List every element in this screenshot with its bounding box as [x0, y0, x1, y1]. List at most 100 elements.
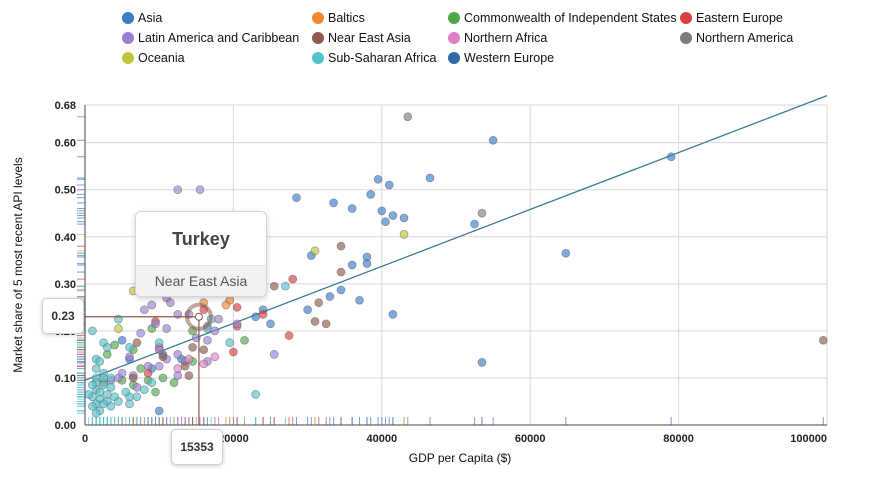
data-point-asia[interactable] [373, 175, 383, 184]
data-point-sub-saharan-africa[interactable] [88, 380, 97, 390]
data-point-sub-saharan-africa[interactable] [121, 387, 131, 397]
data-point-sub-saharan-africa[interactable] [84, 390, 94, 399]
data-point-near-east-asia[interactable] [321, 319, 331, 329]
data-point-sub-saharan-africa[interactable] [88, 326, 97, 336]
data-point-commonwealth-of-independent-states[interactable] [136, 364, 145, 373]
data-point-oceania[interactable] [399, 230, 409, 239]
data-point-asia[interactable] [154, 406, 164, 416]
data-point-sub-saharan-africa[interactable] [114, 397, 123, 406]
data-point-sub-saharan-africa[interactable] [95, 357, 105, 366]
data-point-latin-america-and-caribbean[interactable] [203, 335, 212, 345]
data-point-asia[interactable] [381, 217, 390, 227]
data-point-latin-america-and-caribbean[interactable] [165, 298, 175, 307]
data-point-commonwealth-of-independent-states[interactable] [158, 373, 168, 383]
data-point-sub-saharan-africa[interactable] [106, 383, 116, 392]
data-point-latin-america-and-caribbean[interactable] [232, 319, 242, 329]
data-point-sub-saharan-africa[interactable] [106, 373, 116, 383]
data-point-near-east-asia[interactable] [269, 281, 279, 291]
data-point-latin-america-and-caribbean[interactable] [195, 185, 205, 195]
data-point-near-east-asia[interactable] [199, 345, 209, 355]
data-point-latin-america-and-caribbean[interactable] [136, 328, 145, 338]
data-point-asia[interactable] [388, 211, 398, 220]
data-point-asia[interactable] [117, 335, 127, 345]
data-point-asia[interactable] [266, 319, 275, 329]
data-point-latin-america-and-caribbean[interactable] [140, 305, 149, 315]
data-point-latin-america-and-caribbean[interactable] [173, 185, 183, 195]
data-point-sub-saharan-africa[interactable] [125, 399, 134, 409]
data-point-northern-africa[interactable] [210, 352, 220, 362]
data-point-asia[interactable] [329, 198, 338, 208]
data-point-asia[interactable] [470, 219, 479, 229]
data-point-sub-saharan-africa[interactable] [91, 408, 101, 418]
data-point-near-east-asia[interactable] [310, 317, 320, 326]
data-point-commonwealth-of-independent-states[interactable] [240, 335, 249, 345]
data-point-latin-america-and-caribbean[interactable] [114, 373, 123, 383]
data-point-near-east-asia[interactable] [184, 371, 194, 380]
data-point-eastern-europe[interactable] [258, 310, 268, 319]
data-point-sub-saharan-africa[interactable] [91, 364, 101, 373]
data-point-eastern-europe[interactable] [284, 331, 294, 340]
legend-item-near-east-asia[interactable]: Near East Asia [312, 31, 411, 45]
data-point-northern-africa[interactable] [184, 354, 194, 364]
data-point-sub-saharan-africa[interactable] [106, 401, 116, 411]
data-point-asia[interactable] [399, 213, 409, 223]
legend-item-asia[interactable]: Asia [122, 11, 162, 25]
data-point-oceania[interactable] [114, 324, 123, 333]
data-point-northern-america[interactable] [403, 112, 413, 122]
data-point-asia[interactable] [366, 190, 376, 199]
legend-item-oceania[interactable]: Oceania [122, 51, 185, 65]
data-point-latin-america-and-caribbean[interactable] [143, 361, 153, 371]
data-point-near-east-asia[interactable] [314, 298, 324, 307]
data-point-commonwealth-of-independent-states[interactable] [110, 340, 120, 350]
data-point-northern-africa[interactable] [173, 364, 183, 373]
data-point-eastern-europe[interactable] [229, 347, 238, 357]
data-point-near-east-asia[interactable] [128, 373, 138, 383]
highlight-point[interactable] [194, 312, 203, 321]
legend-item-northern-america[interactable]: Northern America [680, 31, 793, 45]
legend-item-commonwealth-of-independent-states[interactable]: Commonwealth of Independent States [448, 11, 677, 25]
data-point-asia[interactable] [388, 310, 398, 319]
data-point-sub-saharan-africa[interactable] [125, 343, 134, 352]
data-point-asia[interactable] [488, 135, 498, 145]
data-point-near-east-asia[interactable] [336, 241, 346, 251]
data-point-near-east-asia[interactable] [158, 352, 168, 362]
legend-item-baltics[interactable]: Baltics [312, 11, 365, 25]
data-point-latin-america-and-caribbean[interactable] [191, 333, 201, 343]
legend-item-western-europe[interactable]: Western Europe [448, 51, 554, 65]
legend-item-sub-saharan-africa[interactable]: Sub-Saharan Africa [312, 51, 436, 65]
legend-item-northern-africa[interactable]: Northern Africa [448, 31, 547, 45]
data-point-latin-america-and-caribbean[interactable] [125, 352, 134, 362]
data-point-sub-saharan-africa[interactable] [99, 399, 108, 409]
data-point-latin-america-and-caribbean[interactable] [210, 326, 220, 336]
data-point-asia[interactable] [347, 204, 357, 213]
data-point-sub-saharan-africa[interactable] [132, 392, 142, 402]
data-point-latin-america-and-caribbean[interactable] [151, 319, 160, 329]
data-point-latin-america-and-caribbean[interactable] [214, 314, 223, 324]
data-point-asia[interactable] [251, 312, 261, 322]
data-point-asia[interactable] [384, 180, 394, 190]
data-point-commonwealth-of-independent-states[interactable] [169, 378, 179, 387]
data-point-sub-saharan-africa[interactable] [140, 385, 149, 395]
data-point-sub-saharan-africa[interactable] [251, 390, 261, 399]
data-point-asia[interactable] [355, 295, 364, 305]
data-point-asia[interactable] [292, 193, 301, 203]
data-point-near-east-asia[interactable] [188, 343, 197, 352]
data-point-baltics[interactable] [221, 300, 231, 310]
data-point-latin-america-and-caribbean[interactable] [269, 350, 279, 359]
data-point-asia[interactable] [362, 259, 372, 268]
data-point-asia[interactable] [377, 206, 387, 216]
legend-item-eastern-europe[interactable]: Eastern Europe [680, 11, 783, 25]
data-point-oceania[interactable] [310, 246, 320, 256]
data-point-asia[interactable] [425, 173, 435, 183]
data-point-asia[interactable] [336, 285, 346, 295]
data-point-near-east-asia[interactable] [132, 338, 142, 347]
data-point-latin-america-and-caribbean[interactable] [132, 383, 142, 392]
data-point-eastern-europe[interactable] [288, 274, 298, 284]
data-point-asia[interactable] [666, 152, 676, 162]
data-point-northern-africa[interactable] [199, 359, 209, 369]
data-point-sub-saharan-africa[interactable] [280, 281, 290, 291]
data-point-latin-america-and-caribbean[interactable] [154, 361, 164, 371]
data-point-eastern-europe[interactable] [232, 303, 242, 312]
data-point-sub-saharan-africa[interactable] [154, 338, 164, 347]
legend-item-latin-america-and-caribbean[interactable]: Latin America and Caribbean [122, 31, 299, 45]
